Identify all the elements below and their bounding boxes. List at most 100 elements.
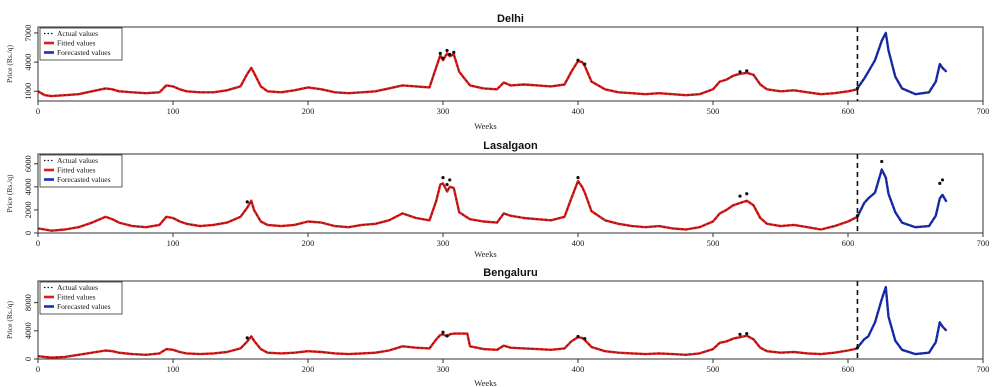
actual-point (745, 332, 749, 336)
chart-title: Lasalgaon (483, 140, 538, 152)
x-tick-label: 500 (707, 238, 720, 248)
x-tick-label: 600 (842, 106, 855, 116)
x-tick-label: 500 (707, 364, 720, 374)
x-axis-label: Weeks (474, 121, 496, 131)
y-tick-label: 4000 (23, 322, 33, 339)
y-tick-label: 7000 (23, 24, 33, 41)
actual-point (576, 176, 580, 180)
chart-title: Delhi (497, 13, 524, 25)
actual-point (745, 69, 749, 73)
x-tick-label: 600 (842, 238, 855, 248)
y-tick-label: 8000 (23, 294, 33, 311)
x-tick-label: 100 (167, 364, 180, 374)
x-tick-label: 300 (437, 238, 450, 248)
actual-point (738, 194, 742, 198)
y-tick-label: 4000 (23, 178, 33, 195)
panel-bengaluru: Bengaluru 0 100 200 300 400 500 600 700 0 4000 8000… (5, 267, 989, 387)
plot-frame (37, 280, 984, 360)
x-tick-label: 0 (36, 106, 40, 116)
series-actual-dotted (857, 286, 947, 355)
y-tick-label: 0 (23, 231, 33, 235)
actual-point (448, 178, 452, 182)
actual-point (738, 332, 742, 336)
series-actual-dotted (856, 168, 947, 228)
x-tick-label: 100 (167, 238, 180, 248)
actual-point (738, 70, 742, 74)
x-tick-label: 500 (707, 106, 720, 116)
panel-delhi: Delhi 0 100 200 300 400 500 600 700 1000 4000 7000 W… (5, 13, 989, 131)
x-tick-label: 400 (572, 364, 585, 374)
plot-frame (37, 153, 984, 234)
series-forecast-line (856, 168, 948, 229)
legend-entry: Fitted values (57, 293, 96, 302)
actual-point (855, 214, 860, 218)
legend-entry: Forecasted values (57, 302, 111, 311)
x-tick-label: 200 (302, 238, 315, 248)
y-axis-label: Price (Rs./q) (5, 45, 14, 83)
legend-entry: Forecasted values (57, 175, 111, 184)
x-tick-label: 400 (572, 238, 585, 248)
actual-point (445, 182, 449, 187)
legend-entry: Fitted values (57, 166, 96, 175)
actual-point (245, 200, 249, 204)
series-fitted-line (37, 52, 858, 98)
actual-point (441, 176, 445, 180)
legend-entry: Fitted values (57, 39, 96, 48)
x-tick-label: 0 (36, 364, 40, 374)
plot-frame (37, 26, 984, 102)
actual-point (583, 62, 587, 66)
legend-entry: Actual values (57, 283, 98, 292)
actual-point (855, 86, 860, 90)
actual-point (880, 159, 884, 164)
legend-entry: Actual values (57, 29, 98, 38)
x-tick-label: 700 (977, 238, 990, 248)
series-forecast-line (856, 31, 948, 96)
y-axis-label: Price (Rs./q) (5, 301, 14, 339)
y-tick-label: 0 (23, 357, 33, 361)
y-axis-label: Price (Rs./q) (5, 174, 14, 212)
series-fitted-line (37, 332, 858, 359)
y-tick-label: 4000 (23, 54, 33, 71)
chart-title: Bengaluru (483, 267, 537, 279)
actual-point (441, 56, 445, 60)
actual-point (438, 51, 442, 55)
y-tick-label: 2000 (23, 201, 33, 218)
actual-point (445, 334, 449, 338)
y-tick-label: 6000 (23, 155, 33, 172)
actual-point (576, 334, 580, 339)
actual-point (940, 178, 945, 182)
x-tick-label: 300 (437, 106, 450, 116)
x-tick-label: 0 (36, 238, 40, 248)
actual-point (441, 330, 445, 334)
actual-point (745, 192, 749, 196)
legend-entry: Forecasted values (57, 48, 111, 57)
x-tick-label: 600 (842, 364, 855, 374)
x-axis-label: Weeks (474, 378, 496, 387)
legend-entry: Actual values (57, 156, 98, 165)
series-forecast-line (856, 285, 948, 356)
actual-point (583, 336, 587, 341)
actual-point (452, 50, 456, 54)
actual-point (245, 336, 249, 340)
y-tick-label: 1000 (23, 83, 33, 100)
actual-point (576, 58, 580, 62)
x-tick-label: 200 (302, 364, 315, 374)
series-actual-dotted (37, 180, 858, 232)
x-tick-label: 200 (302, 106, 315, 116)
panel-lasalgaon: Lasalgaon 0 100 200 300 400 500 600 700 0 2000 4000… (5, 140, 989, 259)
x-tick-label: 700 (977, 106, 990, 116)
series-fitted-line (37, 179, 858, 232)
actual-point (448, 52, 452, 56)
actual-point (938, 181, 942, 185)
x-axis-label: Weeks (474, 249, 496, 259)
x-tick-label: 300 (437, 364, 450, 374)
x-tick-label: 100 (167, 106, 180, 116)
actual-point (445, 48, 449, 53)
x-tick-label: 400 (572, 106, 585, 116)
x-tick-label: 700 (977, 364, 990, 374)
